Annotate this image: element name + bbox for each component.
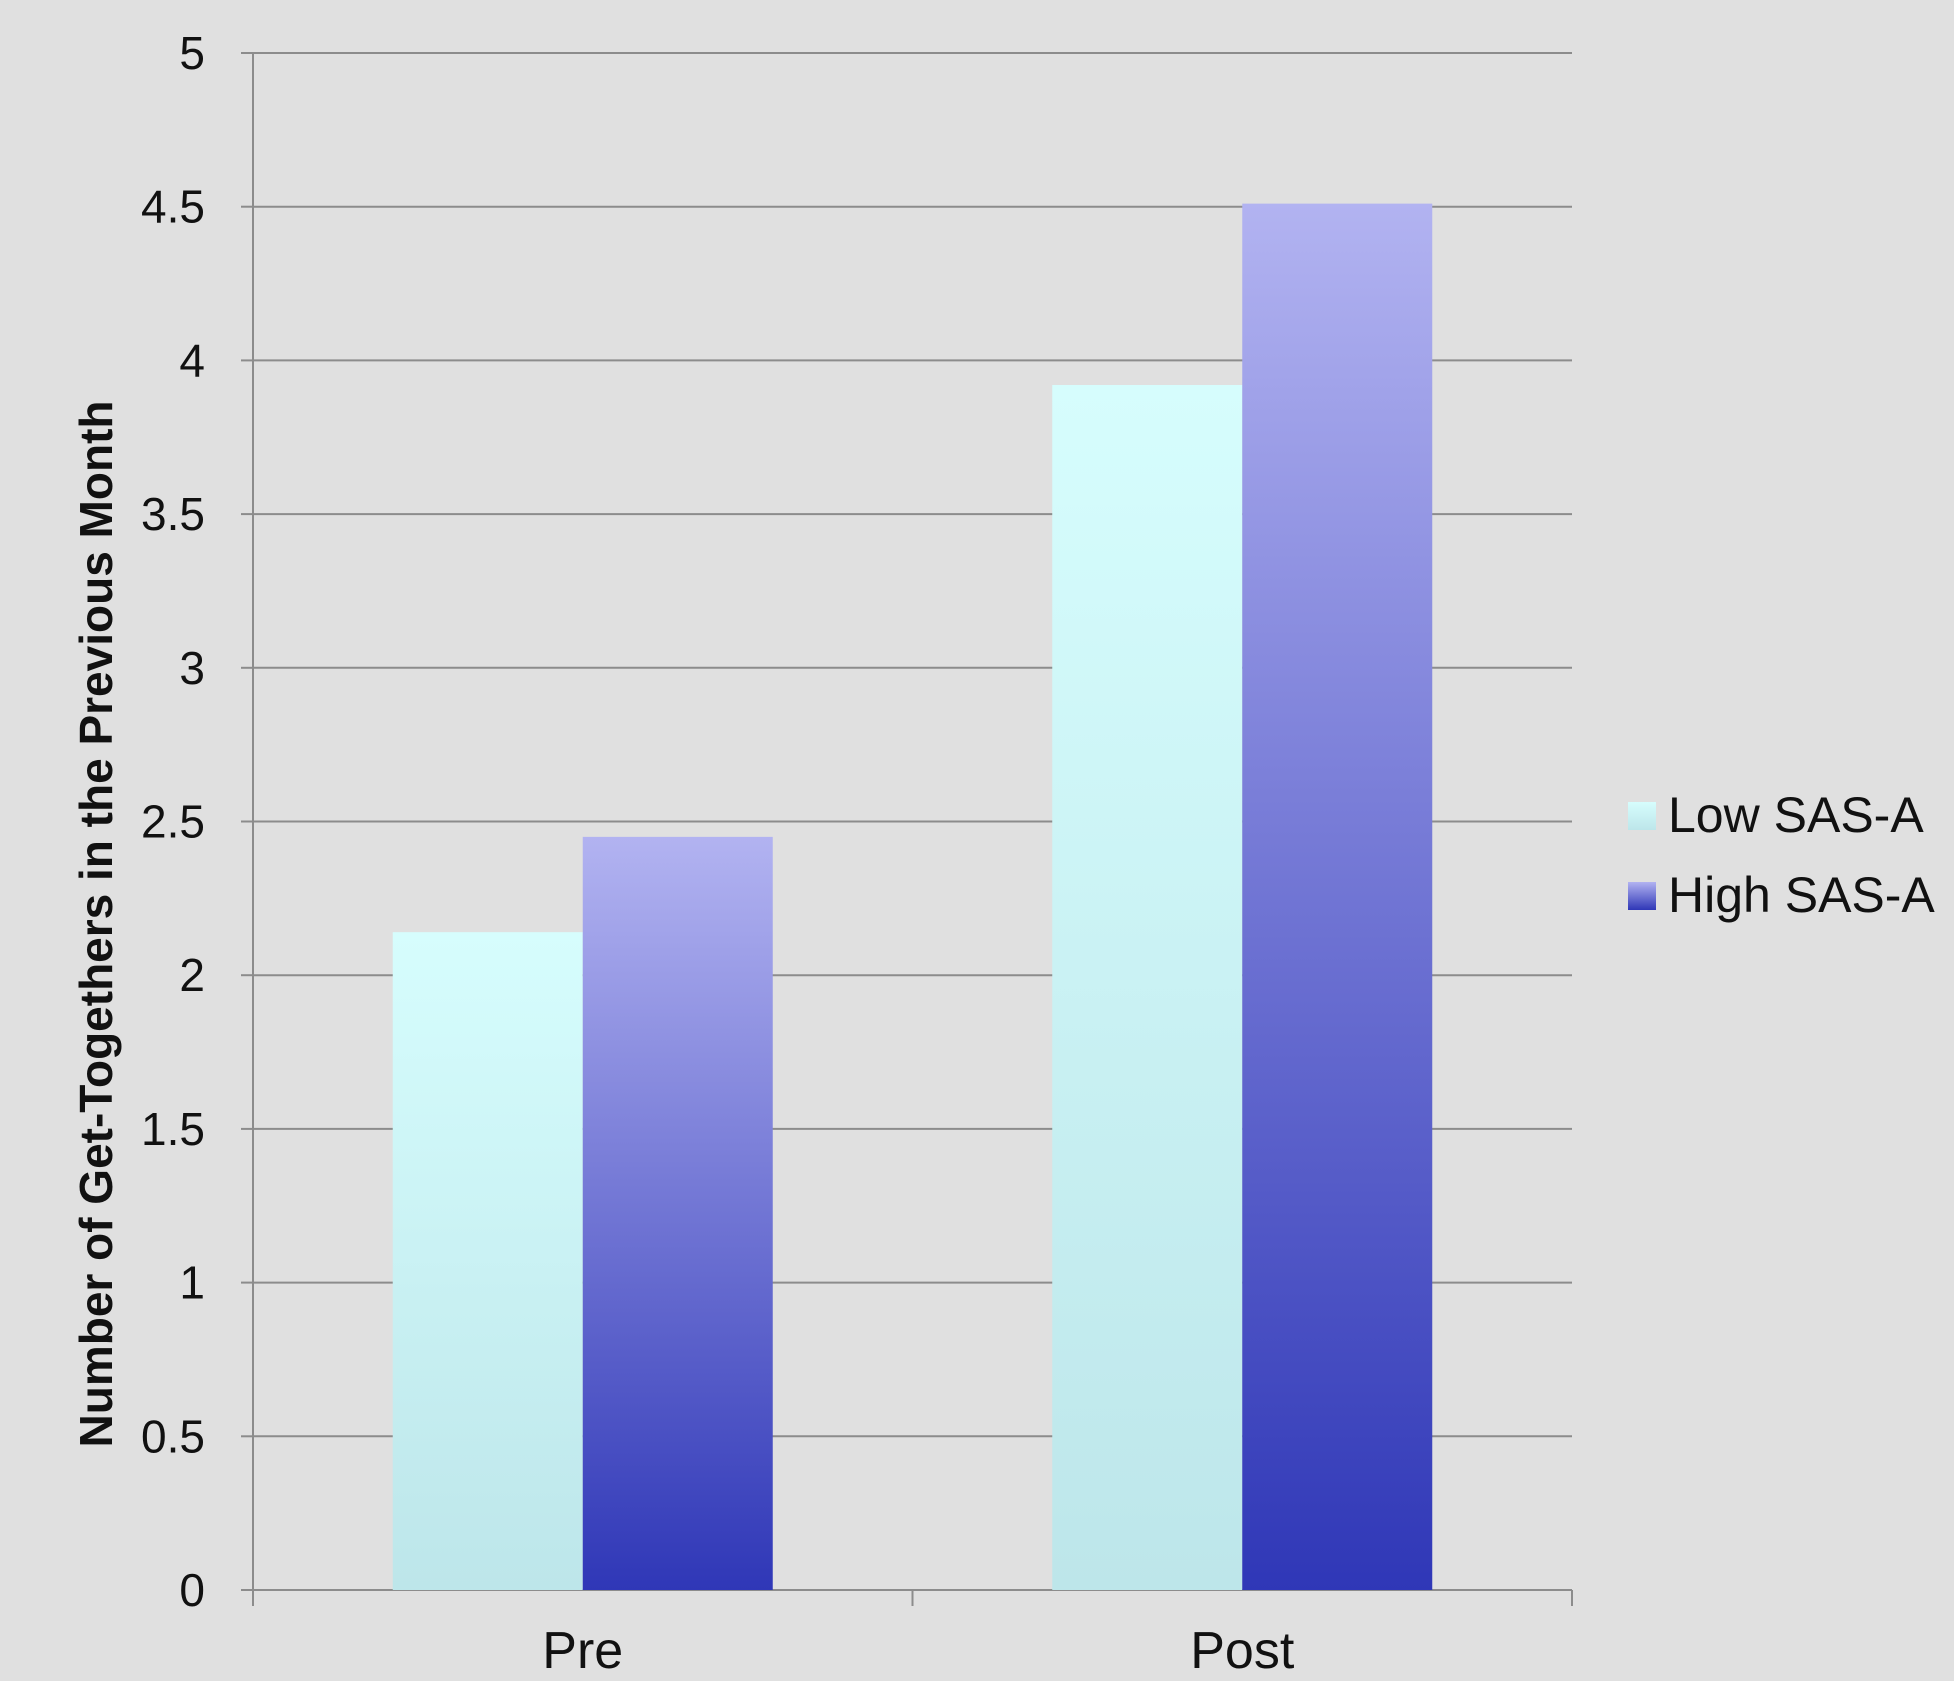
legend-label: High SAS-A [1668, 867, 1935, 923]
legend-swatch [1628, 802, 1656, 830]
y-axis-title: Number of Get-Togethers in the Previous … [70, 401, 122, 1448]
bar-high-sas-a-post [1242, 203, 1433, 1591]
y-tick-label: 3.5 [141, 488, 205, 540]
bar-high-sas-a-pre [582, 836, 773, 1590]
legend-swatch [1628, 882, 1656, 910]
y-tick-label: 3 [179, 642, 205, 694]
legend: Low SAS-A High SAS-A [1628, 787, 1935, 923]
y-tick-label: 0.5 [141, 1410, 205, 1462]
tick-labels: 0 0.5 1 1.5 2 2.5 3 3.5 4 4.5 5 Pre Post [141, 27, 1295, 1680]
y-tick-label: 4.5 [141, 181, 205, 233]
x-category-label: Post [1190, 1622, 1295, 1680]
y-tick-label: 1 [179, 1257, 205, 1309]
legend-label: Low SAS-A [1668, 787, 1924, 843]
y-tick-label: 1.5 [141, 1103, 205, 1155]
bar-low-sas-a-post [1052, 384, 1243, 1591]
bar-low-sas-a-pre [392, 932, 583, 1590]
y-tick-label: 4 [179, 334, 205, 386]
x-category-label: Pre [542, 1622, 623, 1680]
y-tick-label: 2 [179, 949, 205, 1001]
y-tick-label: 2.5 [141, 796, 205, 848]
bars [392, 203, 1433, 1591]
y-tick-label: 0 [179, 1564, 205, 1616]
y-tick-label: 5 [179, 27, 205, 79]
